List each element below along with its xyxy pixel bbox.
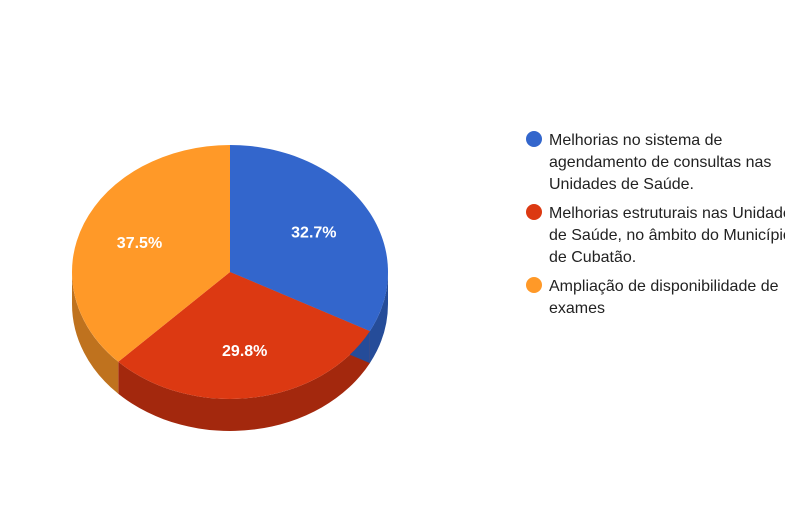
pie-slice-side-1: [118, 331, 370, 432]
legend-entry-line: Melhorias estruturais nas Unidades: [549, 205, 785, 222]
legend-entry-2: Ampliação de disponibilidade de exames: [549, 278, 779, 317]
pie-tops: [72, 145, 388, 399]
legend: Melhorias no sistema de agendamento de co…: [526, 131, 785, 317]
slice-label-2: 37.5%: [117, 235, 162, 252]
pie-slice-1[interactable]: [118, 272, 370, 399]
legend-marker-1: [526, 204, 542, 220]
pie-slice-side-2: [72, 272, 119, 394]
legend-entry-line: de Cubatão.: [549, 249, 636, 266]
legend-entry-line: Ampliação de disponibilidade de: [549, 278, 779, 295]
pie-labels: 32.7% 29.8% 37.5%: [117, 224, 337, 360]
slice-label-1: 29.8%: [222, 343, 267, 360]
pie-slice-side-0: [369, 272, 389, 364]
pie-slice-0[interactable]: [230, 145, 388, 332]
legend-marker-0: [526, 131, 542, 147]
pie-slice-2[interactable]: [72, 145, 230, 362]
legend-entry-1: Melhorias estruturais nas Unidades de Saú…: [549, 205, 785, 266]
slice-label-0: 32.7%: [291, 224, 336, 241]
legend-entry-0: Melhorias no sistema de agendamento de co…: [549, 132, 771, 193]
legend-entry-line: agendamento de consultas nas: [549, 154, 771, 171]
legend-entry-line: Unidades de Saúde.: [549, 176, 694, 193]
legend-entry-line: Melhorias no sistema de: [549, 132, 723, 149]
legend-entry-line: exames: [549, 300, 605, 317]
legend-entry-line: de Saúde, no âmbito do Município: [549, 227, 785, 244]
legend-marker-2: [526, 277, 542, 293]
